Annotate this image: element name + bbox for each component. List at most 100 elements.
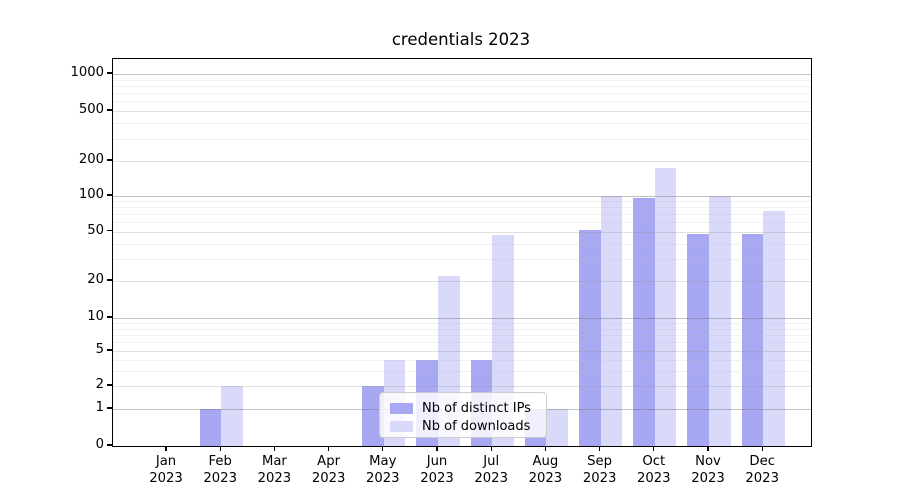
legend-item-downloads: Nb of downloads	[390, 418, 536, 435]
legend-item-distinct-ips: Nb of distinct IPs	[390, 400, 536, 417]
x-tick-label-month: Mar	[261, 454, 287, 469]
x-tick-label: Oct 2023	[626, 454, 682, 487]
x-tick-label-year: 2023	[637, 470, 671, 486]
x-tick-label-year: 2023	[257, 470, 292, 486]
y-tick-mark	[107, 229, 112, 232]
x-tick-label-year: 2023	[366, 470, 400, 486]
x-tick-label-month: Jul	[483, 454, 500, 469]
gridline-1000	[113, 74, 811, 75]
y-tick-mark	[107, 109, 112, 111]
x-tick-mark	[761, 446, 763, 452]
bar-downloads-aug	[546, 409, 569, 446]
y-tick-mark	[107, 159, 112, 161]
gridline-minor	[113, 101, 811, 103]
gridline-minor	[113, 214, 811, 216]
y-tick-mark	[107, 72, 112, 74]
x-tick-label: Mar 2023	[246, 454, 302, 487]
x-tick-label-month: Oct	[642, 454, 666, 469]
legend: Nb of distinct IPs Nb of downloads	[379, 392, 547, 438]
bar-distinct-ips-feb	[199, 409, 222, 446]
chart-title: credentials 2023	[391, 30, 531, 49]
y-tick-label: 200	[78, 152, 104, 167]
plot-area	[112, 58, 812, 447]
x-tick-label-year: 2023	[474, 470, 508, 486]
x-tick-label: Nov 2023	[680, 454, 736, 487]
x-tick-label-year: 2023	[528, 470, 563, 486]
legend-label-downloads: Nb of downloads	[422, 419, 531, 434]
x-tick-mark	[490, 446, 492, 452]
gridline-minor	[113, 123, 811, 125]
x-tick-mark	[219, 446, 221, 452]
x-tick-label-year: 2023	[691, 470, 725, 486]
x-tick-mark	[436, 446, 438, 452]
bar-distinct-ips-oct	[633, 198, 655, 446]
x-tick-label: Apr 2023	[301, 454, 357, 487]
x-tick-label-month: Apr	[317, 454, 340, 469]
bar-downloads-feb	[221, 386, 243, 446]
gridline-50	[113, 231, 811, 233]
x-tick-label-month: Sep	[587, 454, 613, 469]
x-tick-label: May 2023	[355, 454, 411, 487]
x-tick-mark	[707, 446, 709, 452]
x-tick-label: Jun 2023	[409, 454, 465, 487]
x-tick-label-month: Dec	[749, 454, 775, 469]
x-tick-label: Dec 2023	[734, 454, 790, 487]
gridline-minor	[113, 85, 811, 87]
gridline-minor	[113, 207, 811, 209]
bar-downloads-dec	[763, 210, 785, 446]
y-tick-mark	[107, 349, 112, 351]
y-tick-mark	[107, 407, 112, 409]
x-tick-label: Feb 2023	[192, 454, 248, 487]
y-tick-mark	[107, 384, 112, 386]
x-tick-mark	[598, 446, 601, 452]
bar-distinct-ips-nov	[687, 233, 709, 446]
bar-distinct-ips-may	[362, 386, 384, 446]
x-tick-label-year: 2023	[582, 470, 617, 486]
gridline-minor	[113, 138, 811, 140]
gridline-100	[113, 196, 811, 197]
y-tick-label: 5	[95, 342, 104, 357]
x-tick-label-month: May	[369, 454, 397, 469]
x-tick-label-year: 2023	[745, 470, 779, 486]
x-tick-mark	[165, 446, 167, 452]
gridline-minor	[113, 222, 811, 224]
gridline-minor	[113, 79, 811, 81]
y-tick-label: 50	[87, 222, 104, 238]
x-tick-label-year: 2023	[149, 470, 183, 486]
y-tick-label: 100	[78, 187, 104, 202]
x-tick-label-year: 2023	[420, 470, 454, 486]
y-tick-mark	[107, 194, 112, 196]
legend-label-distinct-ips: Nb of distinct IPs	[422, 401, 531, 416]
legend-swatch-downloads	[390, 421, 413, 432]
y-tick-label: 1	[95, 400, 104, 415]
y-tick-label: 10	[87, 309, 104, 324]
y-tick-label: 0	[95, 437, 104, 452]
x-tick-label: Sep 2023	[572, 454, 628, 487]
x-tick-mark	[382, 446, 384, 452]
x-tick-label-month: Nov	[695, 454, 721, 469]
bar-distinct-ips-sep	[578, 229, 601, 446]
legend-swatch-distinct-ips	[390, 403, 413, 414]
x-tick-label: Jan 2023	[138, 454, 194, 487]
x-tick-label-year: 2023	[203, 470, 237, 486]
x-tick-label-year: 2023	[311, 470, 346, 486]
gridline-500	[113, 111, 811, 112]
y-tick-label: 500	[78, 102, 104, 117]
bar-downloads-sep	[600, 196, 623, 446]
x-tick-mark	[273, 446, 276, 452]
x-tick-mark	[544, 446, 547, 452]
bar-downloads-nov	[709, 196, 731, 446]
y-tick-label: 2	[95, 377, 104, 392]
x-tick-label: Jul 2023	[463, 454, 519, 487]
y-tick-label: 20	[87, 272, 104, 287]
y-tick-mark	[107, 316, 112, 318]
gridline-200	[113, 161, 811, 162]
x-tick-label-month: Feb	[208, 454, 232, 469]
y-tick-mark	[107, 279, 112, 281]
y-tick-label: 1000	[70, 65, 104, 80]
x-tick-label-month: Aug	[532, 454, 559, 469]
y-tick-mark	[107, 444, 112, 446]
x-tick-mark	[653, 446, 655, 452]
gridline-minor	[113, 93, 811, 95]
bar-distinct-ips-dec	[741, 233, 764, 446]
